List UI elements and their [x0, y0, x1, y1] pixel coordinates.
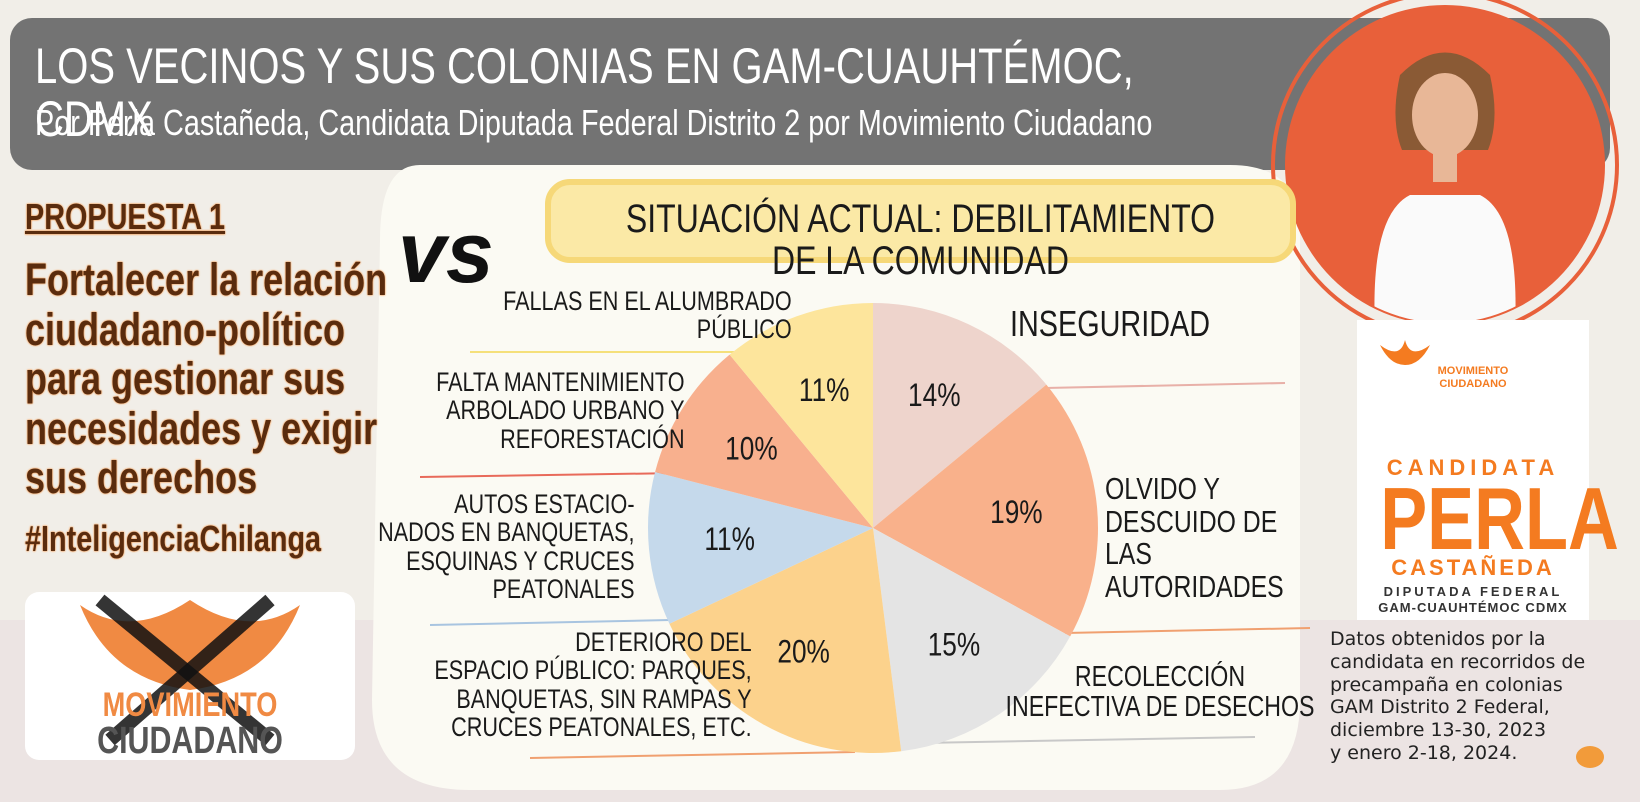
value-label: 19%	[990, 496, 1043, 531]
card-district: GAM-CUAUHTÉMOC CDMX	[1378, 600, 1568, 615]
proposal-label: PROPUESTA 1	[25, 196, 226, 237]
logo-line2: CIUDADANO	[97, 720, 283, 762]
logo-line1: MOVIMIENTO	[102, 686, 278, 724]
card-logo-line1: MOVIMIENTO	[1437, 365, 1509, 377]
value-label: 10%	[725, 432, 778, 467]
card-role: CANDIDATA	[1386, 455, 1560, 480]
card-logo-line2: CIUDADANO	[1439, 378, 1507, 390]
pie-slice	[873, 528, 1071, 752]
pie-slice	[729, 303, 873, 528]
value-label: 11%	[799, 374, 850, 409]
candidate-photo	[1374, 52, 1516, 323]
slice-label: FALLAS EN EL ALUMBRADO PÚBLICO	[503, 286, 792, 345]
slice-label: RECOLECCIÓN INEFECTIVA DE DESECHOS	[1005, 661, 1315, 724]
slice-label: OLVIDO Y DESCUIDO DE LAS AUTORIDADES	[1105, 471, 1284, 604]
value-label: 15%	[928, 628, 981, 663]
card-office: DIPUTADA FEDERAL	[1383, 584, 1563, 599]
pie-slice	[669, 528, 902, 753]
versus: vs	[398, 205, 494, 301]
pie-slice	[655, 354, 873, 528]
chart-title: SITUACIÓN ACTUAL: DEBILITAMIENTO DE LA C…	[625, 197, 1216, 283]
header-title: LOS VECINOS Y SUS COLONIAS EN GAM-CUAUHT…	[35, 38, 1134, 147]
pie-slice	[873, 384, 1098, 637]
value-label: 11%	[704, 523, 755, 558]
card-first-name: PERLA	[1380, 469, 1619, 568]
source-note: Datos obtenidos por la candidata en reco…	[1330, 628, 1586, 764]
pie-slice	[873, 303, 1047, 528]
slice-label: FALTA MANTENIMIENTO ARBOLADO URBANO Y RE…	[436, 367, 685, 454]
card-last-name: CASTAÑEDA	[1391, 555, 1555, 580]
slice-label: INSEGURIDAD	[1010, 303, 1211, 344]
proposal-text: Fortalecer la relación ciudadano-polític…	[25, 254, 388, 503]
slice-label: AUTOS ESTACIO- NADOS EN BANQUETAS, ESQUI…	[378, 489, 635, 605]
header-subtitle: Por Perla Castañeda, Candidata Diputada …	[35, 102, 1153, 143]
value-label: 20%	[777, 635, 830, 670]
value-label: 14%	[908, 379, 961, 414]
pie-slice	[648, 472, 873, 624]
slice-label: DETERIORO DEL ESPACIO PÚBLICO: PARQUES, …	[434, 627, 752, 743]
hashtag: #InteligenciaChilanga	[25, 518, 322, 559]
